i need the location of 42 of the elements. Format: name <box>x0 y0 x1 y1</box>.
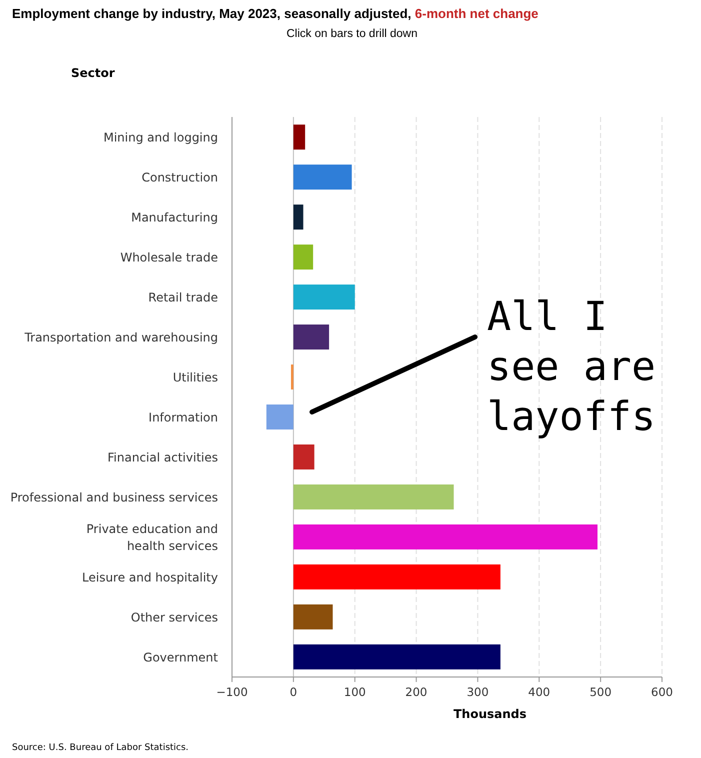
x-axis-title: Thousands <box>453 707 527 721</box>
y-tick-label: Financial activities <box>108 450 218 464</box>
x-tick-label: 100 <box>344 685 366 699</box>
x-tick-label: 0 <box>290 685 298 699</box>
x-tick-label: 400 <box>528 685 550 699</box>
annotation: All I see are layoffs <box>487 294 656 440</box>
bar <box>293 284 355 310</box>
bar <box>293 564 500 590</box>
bar <box>293 324 330 350</box>
bar <box>293 644 500 670</box>
bar <box>293 244 314 270</box>
bar <box>293 124 306 150</box>
chart-title: Employment change by industry, May 2023, seasonally adjusted, 6-month net change <box>12 6 538 21</box>
y-tick-label: Wholesale trade <box>120 250 218 265</box>
x-tick-label: 200 <box>405 685 428 699</box>
y-tick-label: Transportation and warehousing <box>24 330 218 345</box>
chart-subtitle: Click on bars to drill down <box>286 28 418 40</box>
y-tick-label: Leisure and hospitality <box>82 570 218 584</box>
y-tick-label: Construction <box>142 170 218 185</box>
bar <box>293 444 314 470</box>
bar <box>293 484 454 510</box>
bar <box>290 364 294 390</box>
y-tick-label: Retail trade <box>148 290 218 305</box>
bar <box>293 164 352 190</box>
y-tick-label: Government <box>143 650 218 664</box>
bar <box>293 524 598 550</box>
y-tick-label: Mining and logging <box>103 130 218 145</box>
y-tick-label: Professional and business services <box>10 490 218 504</box>
y-tick-label: Utilities <box>172 370 218 385</box>
y-tick-label: Other services <box>130 610 218 624</box>
x-tick-label: −100 <box>216 685 248 699</box>
x-tick-label: 600 <box>651 685 673 699</box>
x-tick-label: 500 <box>590 685 612 699</box>
source-note: Source: U.S. Bureau of Labor Statistics. <box>12 743 189 753</box>
y-axis-title: Sector <box>71 66 115 80</box>
x-tick-label: 300 <box>466 685 489 699</box>
y-tick-label: Private education and health services <box>86 522 218 553</box>
bar <box>293 204 304 230</box>
y-tick-label: Manufacturing <box>131 210 218 225</box>
bar <box>293 604 333 630</box>
bar <box>266 404 294 430</box>
y-tick-label: Information <box>148 410 218 424</box>
